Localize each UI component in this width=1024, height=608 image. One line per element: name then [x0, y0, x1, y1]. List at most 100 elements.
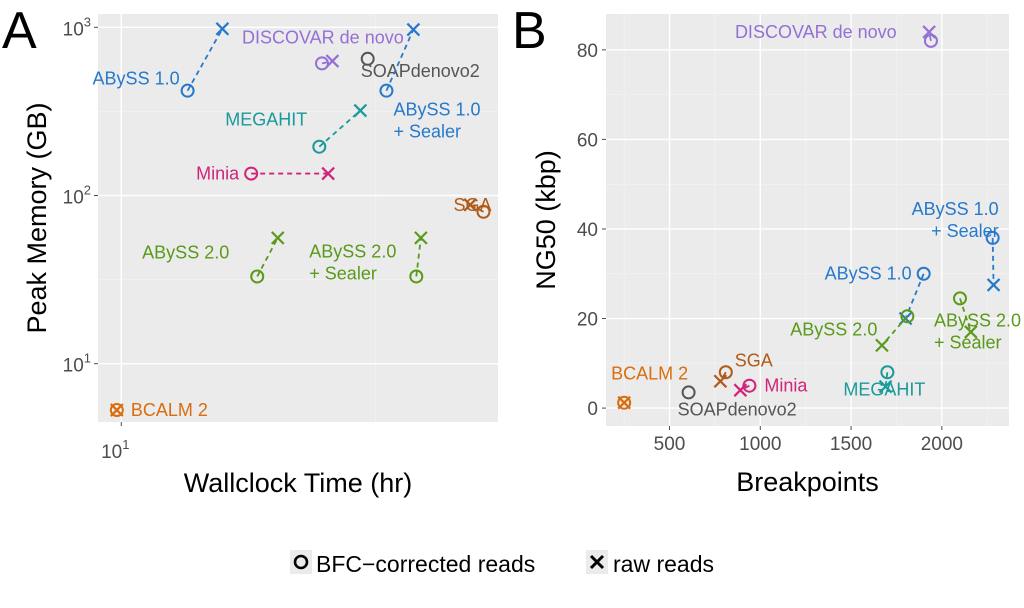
raw-point: [986, 278, 1001, 292]
bfc-point: [952, 291, 967, 306]
panel-b-series-discovar-de-novo: DISCOVAR de novo: [735, 22, 938, 48]
connector-line: [881, 315, 909, 346]
bfc-point: [900, 309, 915, 324]
panel-a-tick-label-y: 101: [63, 351, 91, 377]
raw-point: [875, 338, 889, 353]
legend-label-raw: raw reads: [613, 551, 714, 577]
raw-point: [713, 374, 728, 388]
panel-b-tick-label-y: 80: [577, 41, 598, 62]
panel-a-series-minia: Minia: [196, 164, 335, 184]
panel-a-panel-letter: A: [2, 2, 37, 60]
bfc-point: [681, 385, 696, 400]
connector-line: [385, 29, 415, 92]
raw-point: [964, 325, 978, 339]
point-label: + Sealer: [393, 122, 461, 142]
panel-b-series-megahit: MEGAHIT: [843, 365, 925, 399]
panel-a-tick-label-x: 101: [101, 437, 129, 463]
raw-point: [414, 231, 428, 245]
legend-key-circle-bg: [290, 550, 312, 574]
point-label: SGA: [735, 350, 773, 370]
point-label: BCALM 2: [131, 400, 208, 420]
panel-b-tick-label-x: 1500: [830, 434, 872, 455]
bfc-point: [617, 395, 632, 410]
point-label: ABySS 2.0: [790, 319, 877, 339]
point-label: SOAPdenovo2: [678, 399, 797, 419]
panel-b-tick-label-y: 20: [577, 310, 598, 331]
bfc-point: [409, 269, 424, 284]
panel-b-series-abyss-2-0-sealer: ABySS 2.0+ Sealer: [934, 291, 1021, 352]
point-label: MEGAHIT: [225, 110, 307, 130]
raw-point: [617, 395, 631, 410]
panel-a-series-abyss-2-0-sealer: ABySS 2.0+ Sealer: [309, 231, 428, 284]
raw-point: [110, 403, 124, 417]
panel-b-series-minia: Minia: [733, 376, 808, 397]
panel-a-series-bcalm-2: BCALM 2: [109, 400, 208, 420]
connector-line: [719, 371, 727, 382]
bfc-point: [985, 230, 1000, 245]
point-label: SGA: [453, 195, 491, 215]
raw-point: [878, 379, 893, 394]
bfc-point: [312, 139, 327, 154]
raw-point: [406, 22, 421, 37]
panel-a-series-megahit: MEGAHIT: [225, 103, 368, 154]
point-label: SOAPdenovo2: [361, 61, 480, 81]
point-label: ABySS 2.0: [309, 241, 396, 261]
connector-line: [256, 237, 279, 277]
point-label: ABySS 1.0: [825, 264, 912, 284]
raw-point: [270, 231, 285, 245]
panel-b-tick-label-y: 60: [577, 130, 598, 151]
point-label: ABySS 2.0: [934, 310, 1021, 330]
panel-b-tick-label-y: 0: [587, 399, 598, 420]
point-label: ABySS 1.0: [393, 100, 480, 120]
bfc-point: [109, 403, 124, 418]
bfc-point: [250, 269, 265, 284]
panel-b-x-axis-title: Breakpoints: [736, 467, 879, 497]
panel-b-panel-letter: B: [512, 2, 547, 60]
bfc-point: [180, 83, 195, 98]
panel-b-series-abyss-2-0: ABySS 2.0: [790, 309, 915, 353]
connector-line: [884, 372, 889, 387]
bfc-point: [718, 365, 733, 380]
point-label: Minia: [196, 164, 240, 184]
connector-line: [959, 298, 972, 333]
bfc-point: [379, 83, 394, 98]
connector-line: [318, 109, 361, 148]
legend-key-cross: [589, 554, 605, 570]
legend-key-circle: [293, 554, 309, 570]
point-label: + Sealer: [931, 221, 999, 241]
legend-label-bfc: BFC−corrected reads: [316, 551, 535, 577]
point-label: ABySS 1.0: [93, 69, 180, 89]
raw-point: [463, 198, 477, 212]
panel-b-series-bcalm-2: BCALM 2: [611, 364, 688, 410]
point-label: MEGAHIT: [843, 379, 925, 399]
bfc-point: [916, 266, 931, 281]
panel-a-series-sga: SGA: [453, 195, 491, 219]
bfc-point: [360, 51, 375, 66]
panel-a-tick-label-y: 103: [63, 14, 91, 40]
bfc-point: [880, 365, 895, 380]
panel-b-tick-label-x: 500: [654, 434, 686, 455]
connector-line: [928, 31, 932, 42]
raw-point: [353, 103, 368, 118]
bfc-point: [244, 166, 259, 181]
panel-a-series-abyss-2-0: ABySS 2.0: [142, 231, 285, 284]
point-label: ABySS 2.0: [142, 242, 229, 262]
bfc-point: [314, 56, 329, 71]
legend: BFC−corrected reads raw reads: [290, 550, 714, 577]
panel-a: 101 102 103 101 Wallclock Time (hr) Peak Memo…: [2, 2, 498, 498]
panel-b-tick-label-x: 2000: [921, 434, 963, 455]
panel-a-x-axis-title: Wallclock Time (hr): [184, 468, 413, 498]
point-label: ABySS 1.0: [912, 199, 999, 219]
raw-point: [321, 166, 335, 181]
bfc-point: [476, 204, 491, 219]
point-label: + Sealer: [309, 263, 377, 283]
point-label: DISCOVAR de novo: [735, 22, 897, 42]
connector-line: [415, 237, 422, 277]
connector-line: [186, 28, 224, 92]
panel-a-series-abyss-1-0-sealer: ABySS 1.0+ Sealer: [379, 22, 480, 142]
panel-b-tick-label-y: 40: [577, 220, 598, 241]
panel-a-series-abyss-1-0: ABySS 1.0: [93, 22, 230, 98]
connector-line: [991, 237, 995, 285]
panel-a-series-discovar-de-novo: DISCOVAR de novo: [242, 27, 404, 71]
